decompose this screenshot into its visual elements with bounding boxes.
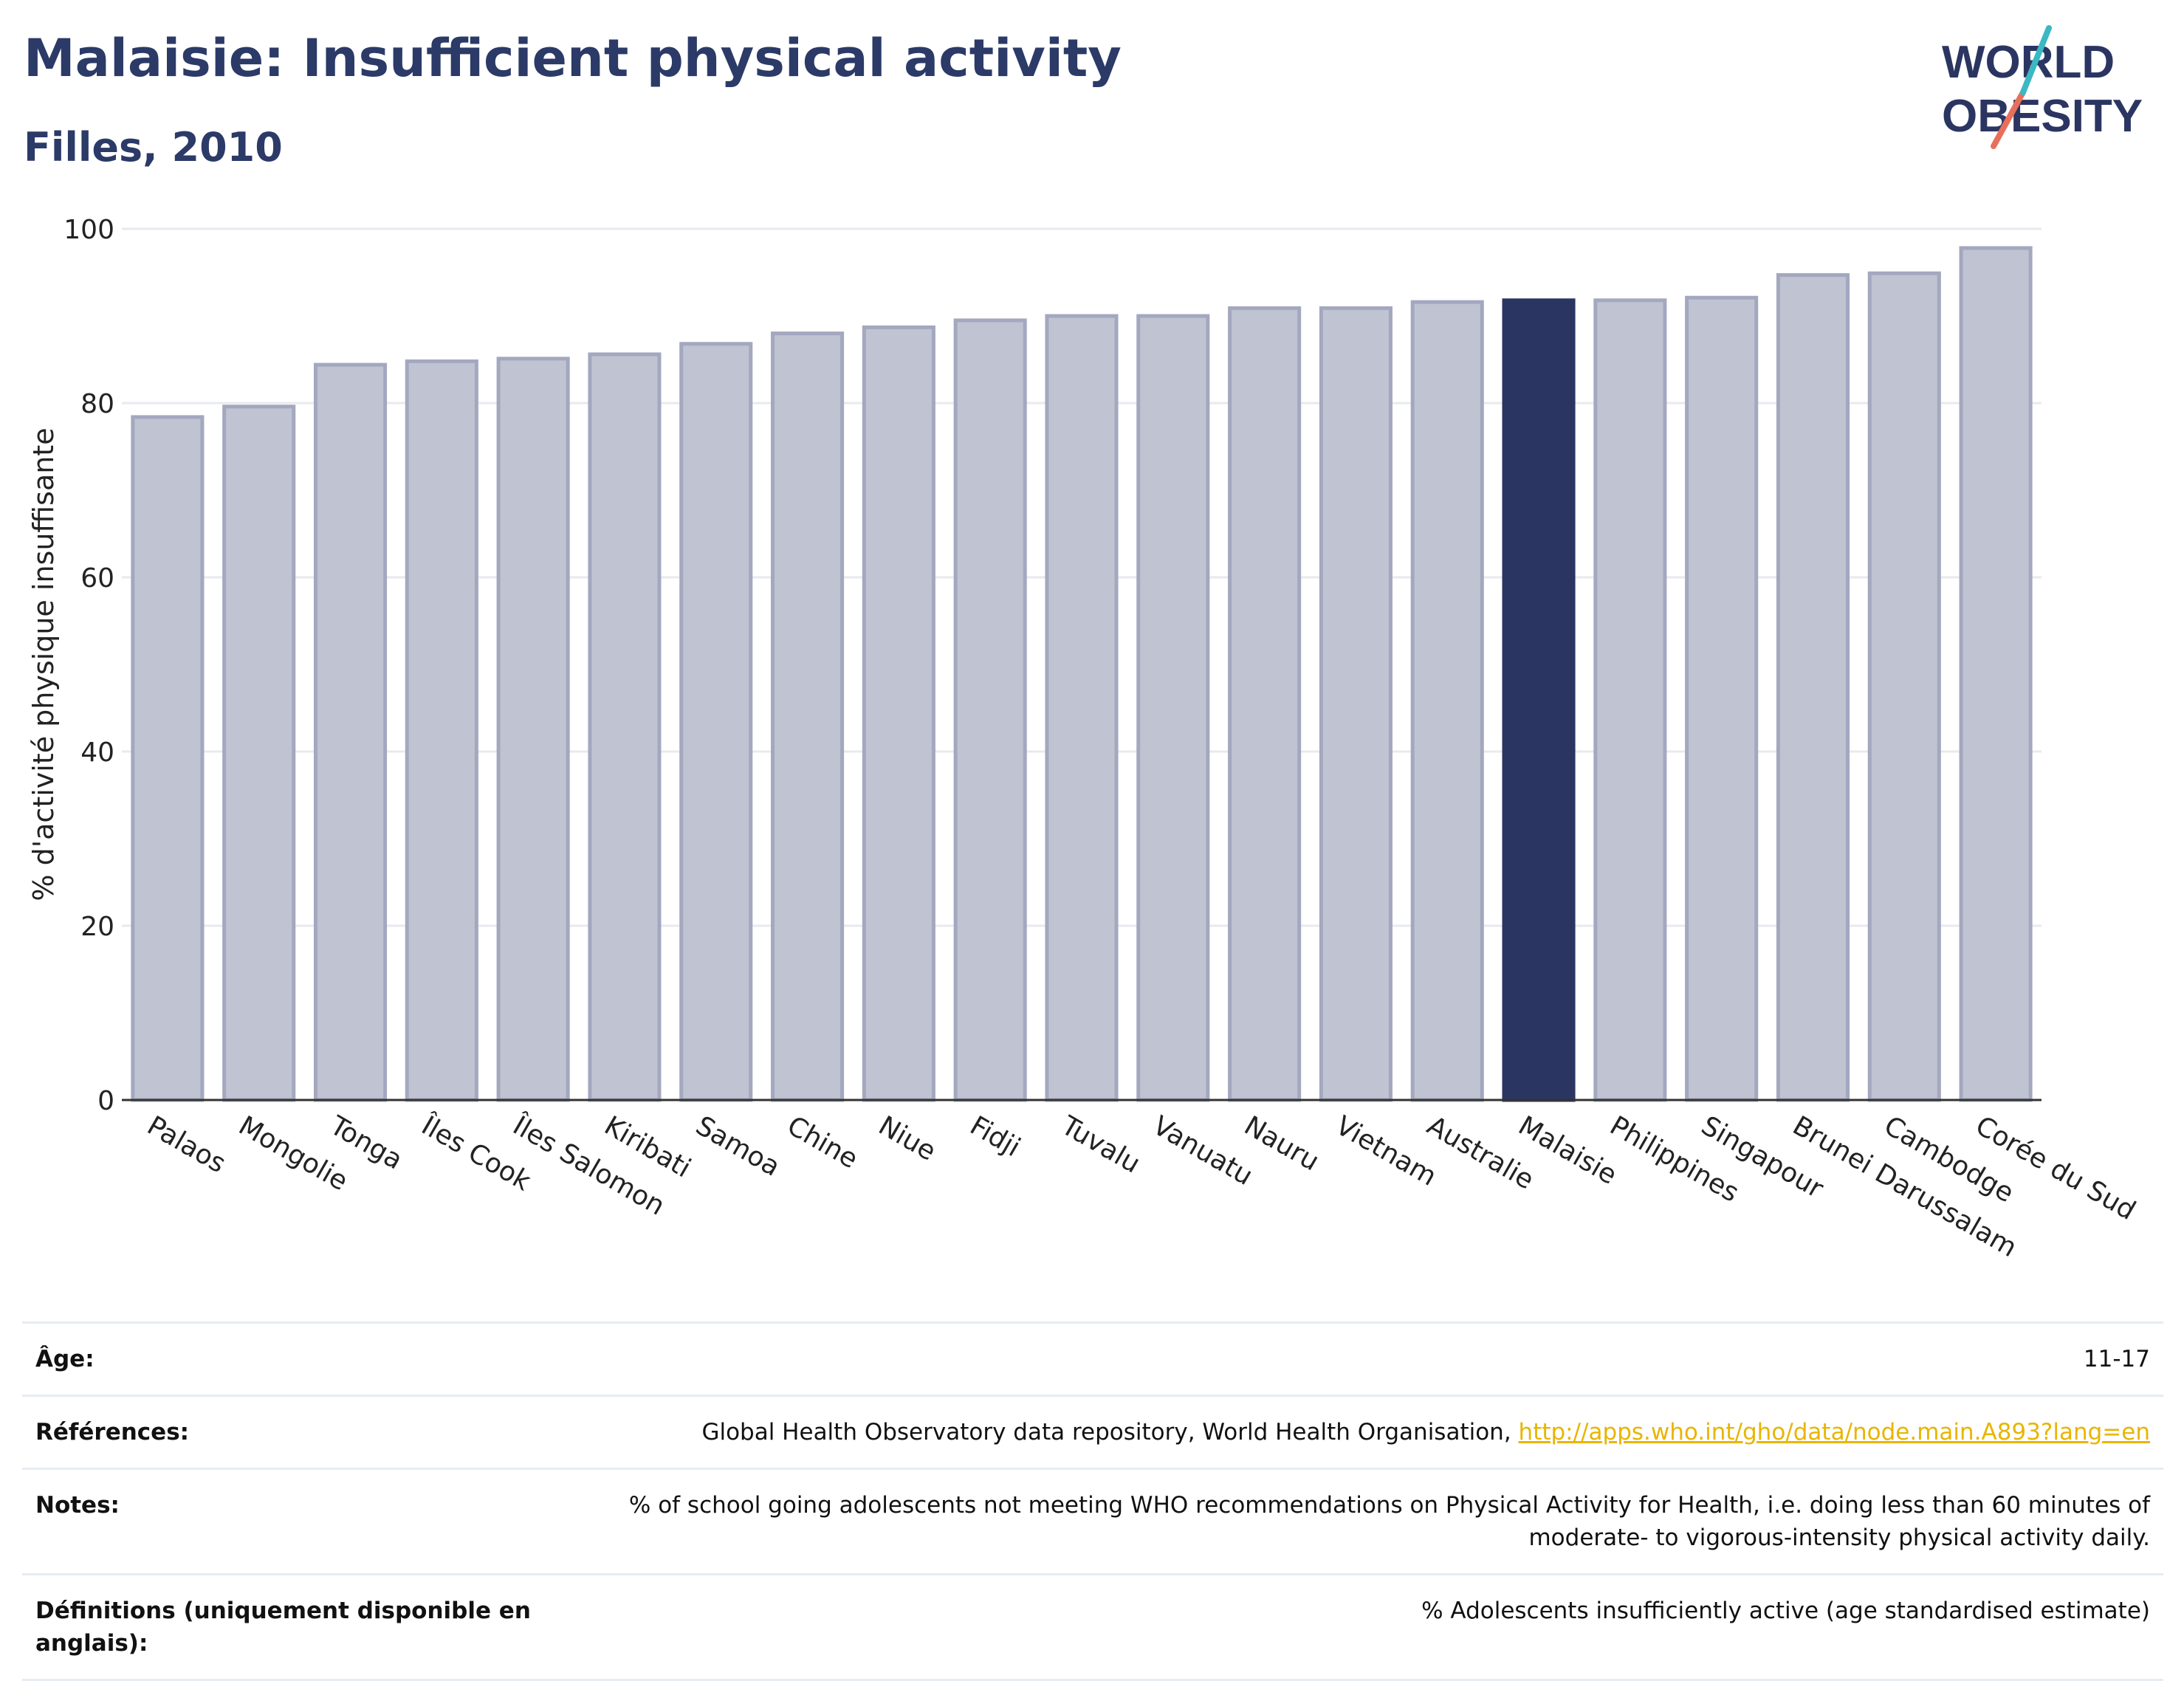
bar-vanuatu (1136, 314, 1210, 1102)
meta-value: 11-17 (2083, 1346, 2150, 1372)
bar-palaos (131, 415, 205, 1102)
logo-slash-teal (2020, 25, 2052, 95)
meta-value: Global Health Observatory data repositor… (701, 1419, 2150, 1445)
meta-key: Références: (35, 1419, 190, 1445)
bar-tonga (313, 362, 388, 1102)
bar-vietnam (1319, 306, 1393, 1102)
bar-corée-du-sud (1959, 246, 2033, 1102)
y-axis-ticks: 0 20 40 60 80 100 (63, 215, 114, 1116)
bar-singapour (1685, 295, 1759, 1102)
meta-key: Définitions (uniquement disponible en an… (35, 1598, 531, 1657)
bar-mongolie (222, 405, 296, 1102)
meta-row: Références: Global Health Observatory dat… (22, 1395, 2163, 1468)
x-tick-label: Samoa (690, 1110, 785, 1183)
y-tick-label: 0 (97, 1086, 114, 1116)
y-tick-label: 20 (80, 912, 114, 942)
reference-link[interactable]: http://apps.who.int/gho/data/node.main.A… (1518, 1419, 2150, 1445)
meta-value: % Adolescents insufficiently active (age… (1421, 1598, 2150, 1624)
y-tick-label: 60 (80, 563, 114, 594)
y-tick-label: 80 (80, 389, 114, 419)
x-tick-label: Palaos (142, 1110, 230, 1179)
bar-îles-salomon (496, 357, 570, 1102)
meta-key: Notes: (35, 1492, 120, 1519)
bar-philippines (1593, 298, 1667, 1102)
bar-samoa (679, 342, 753, 1102)
x-tick-label: Corée du Sud (1971, 1110, 2141, 1226)
page-title: Malaisie: Insufficient physical activity (24, 28, 1122, 89)
x-tick-label: Chine (782, 1110, 863, 1175)
metadata-table: Âge: 11-17 Références: Global Health Observ… (22, 1321, 2163, 1681)
bars (131, 246, 2033, 1102)
y-tick-label: 100 (63, 215, 114, 245)
bar-tuvalu (1045, 314, 1119, 1102)
bar-malaisie (1502, 298, 1576, 1102)
meta-row: Âge: 11-17 (22, 1321, 2163, 1395)
x-tick-label: Îles Salomon (507, 1110, 670, 1222)
page-subtitle: Filles, 2010 (24, 124, 283, 171)
bar-niue (862, 325, 935, 1102)
bar-îles-cook (405, 359, 478, 1102)
logo-slash-red (1991, 89, 2026, 149)
bar-nauru (1228, 306, 1302, 1102)
x-tick-label: Tuvalu (1056, 1110, 1145, 1180)
logo-line2: OBESITY (1942, 91, 2143, 142)
meta-key: Âge: (35, 1346, 95, 1372)
x-tick-label: Fidji (965, 1110, 1026, 1163)
x-tick-label: Vanuatu (1147, 1110, 1257, 1192)
bar-cambodge (1867, 271, 1941, 1102)
meta-row: Définitions (uniquement disponible en an… (22, 1573, 2163, 1681)
y-tick-label: 40 (80, 738, 114, 768)
meta-row: Notes: % of school going adolescents not … (22, 1468, 2163, 1573)
x-tick-label: Niue (873, 1110, 941, 1166)
bar-fidji (953, 318, 1027, 1102)
world-obesity-logo: WORLD OBESITY (1942, 25, 2143, 149)
bar-chine (771, 331, 845, 1102)
y-axis-label: % d'activité physique insuffisante (27, 427, 60, 901)
meta-value: % of school going adolescents not meetin… (628, 1492, 2150, 1551)
bar-brunei-darussalam (1776, 273, 1850, 1102)
x-tick-label: Vietnam (1330, 1110, 1441, 1192)
bar-kiribati (588, 352, 662, 1102)
bar-australie (1410, 300, 1484, 1102)
